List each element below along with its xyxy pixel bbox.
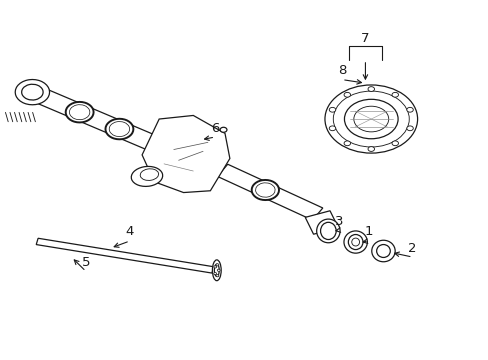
Text: 8: 8 [337, 64, 346, 77]
Circle shape [406, 126, 412, 131]
Polygon shape [36, 238, 213, 273]
Ellipse shape [212, 260, 221, 281]
Ellipse shape [140, 169, 158, 180]
Circle shape [216, 275, 219, 277]
Ellipse shape [65, 102, 93, 122]
Circle shape [406, 107, 412, 112]
Circle shape [344, 99, 397, 139]
Text: 4: 4 [125, 225, 134, 238]
Ellipse shape [376, 244, 389, 257]
Polygon shape [27, 85, 162, 152]
Circle shape [391, 93, 398, 97]
Circle shape [216, 264, 219, 266]
Ellipse shape [255, 183, 275, 197]
Circle shape [353, 106, 388, 132]
Text: 7: 7 [361, 32, 369, 45]
Text: 1: 1 [364, 225, 372, 238]
Ellipse shape [343, 231, 366, 253]
Circle shape [213, 266, 216, 268]
Ellipse shape [214, 264, 219, 276]
Polygon shape [217, 164, 322, 220]
Ellipse shape [21, 84, 43, 100]
Circle shape [213, 273, 216, 275]
Ellipse shape [347, 234, 362, 249]
Ellipse shape [69, 105, 90, 120]
Circle shape [325, 85, 417, 153]
Circle shape [333, 91, 408, 147]
Circle shape [344, 93, 350, 97]
Ellipse shape [109, 122, 129, 136]
Ellipse shape [105, 119, 133, 139]
Circle shape [391, 141, 398, 146]
Ellipse shape [316, 219, 339, 243]
Text: 5: 5 [81, 256, 90, 269]
Text: 3: 3 [335, 215, 343, 228]
Circle shape [217, 269, 220, 271]
Ellipse shape [131, 166, 163, 186]
Text: 6: 6 [211, 122, 219, 135]
Ellipse shape [371, 240, 394, 262]
Circle shape [328, 107, 335, 112]
Ellipse shape [351, 238, 359, 246]
Circle shape [328, 126, 335, 131]
Polygon shape [142, 116, 229, 193]
Polygon shape [305, 211, 338, 234]
Circle shape [367, 147, 374, 152]
Circle shape [344, 141, 350, 146]
Circle shape [367, 87, 374, 91]
Circle shape [220, 127, 226, 132]
Ellipse shape [15, 80, 49, 105]
Ellipse shape [320, 222, 335, 239]
Text: 2: 2 [407, 242, 416, 255]
Ellipse shape [251, 180, 279, 200]
